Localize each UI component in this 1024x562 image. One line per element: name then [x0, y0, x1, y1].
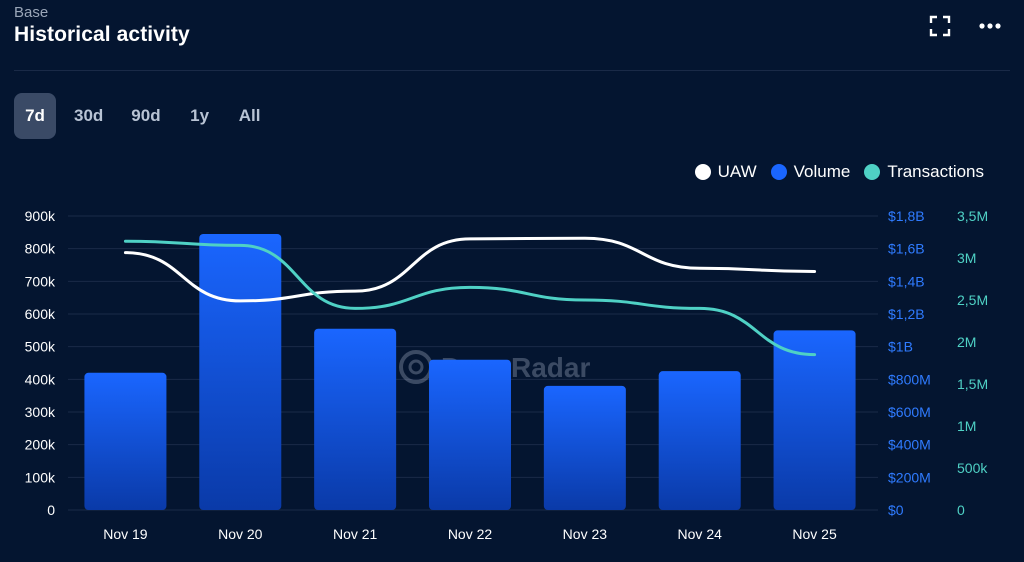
volume-bar[interactable]: [543, 385, 626, 510]
expand-icon[interactable]: [928, 14, 952, 38]
transactions-axis-tick: 1M: [957, 418, 976, 434]
transactions-axis-tick: 500k: [957, 460, 988, 476]
transactions-axis-tick: 1,5M: [957, 376, 988, 392]
volume-bar[interactable]: [199, 233, 282, 510]
volume-bar[interactable]: [429, 359, 511, 510]
transactions-line[interactable]: [123, 239, 817, 357]
volume-axis-tick: $400M: [888, 437, 931, 453]
transactions-axis-tick: 3,5M: [957, 208, 988, 224]
tab-all[interactable]: All: [238, 106, 261, 125]
left-axis-tick: 200k: [25, 437, 56, 453]
left-axis-tick: 100k: [25, 469, 56, 485]
time-range-tabs: 7d 30d 90d 1y All: [14, 93, 271, 139]
legend-dot-uaw: [694, 164, 711, 180]
transactions-axis-tick: 0: [957, 502, 965, 518]
chart-title: Historical activity: [14, 23, 190, 46]
volume-axis-tick: $1,2B: [888, 306, 925, 322]
header-divider: [14, 70, 1010, 71]
transactions-axis-tick: 2,5M: [957, 292, 988, 308]
left-axis-tick: 900k: [25, 208, 56, 224]
left-axis-tick: 700k: [25, 273, 56, 289]
volume-axis-tick: $600M: [888, 404, 931, 420]
tab-30d[interactable]: 30d: [74, 106, 104, 125]
volume-bar[interactable]: [773, 330, 856, 510]
axes: 0 100k 200k 300k 400k 500k 600k 700k 800k 900k $0 $…: [25, 208, 989, 542]
legend-item-transactions[interactable]: Transactions: [864, 162, 984, 182]
volume-bar[interactable]: [658, 371, 741, 510]
legend-label-transactions: Transactions: [887, 162, 984, 181]
volume-axis-tick: $1,8B: [888, 208, 925, 224]
chart-toolbar: [928, 14, 1002, 38]
volume-axis-tick: $1,4B: [888, 273, 925, 289]
x-axis-tick: Nov 25: [792, 526, 837, 542]
left-axis-tick: 0: [47, 502, 55, 518]
more-horizontal-icon[interactable]: [978, 14, 1002, 38]
left-axis-tick: 500k: [25, 339, 56, 355]
volume-axis-tick: $800M: [888, 371, 931, 387]
volume-axis-tick: $1,6B: [888, 241, 925, 257]
left-axis-tick: 400k: [25, 371, 56, 387]
left-axis-tick: 300k: [25, 404, 56, 420]
transactions-axis-tick: 3M: [957, 250, 976, 266]
tab-1y[interactable]: 1y: [190, 106, 210, 125]
legend-item-volume[interactable]: Volume: [770, 162, 851, 182]
x-axis-tick: Nov 22: [448, 526, 493, 542]
chain-subtitle: Base: [14, 4, 49, 21]
x-axis-tick: Nov 20: [218, 526, 263, 542]
x-axis-tick: Nov 21: [333, 526, 378, 542]
chart-header: Base Historical activity: [14, 4, 190, 48]
tab-7d[interactable]: 7d: [14, 93, 56, 139]
line-series: [123, 236, 817, 357]
x-axis-tick: Nov 23: [563, 526, 608, 542]
volume-axis-tick: $200M: [888, 469, 931, 485]
volume-axis-tick: $0: [888, 502, 904, 518]
uaw-line[interactable]: [123, 236, 817, 303]
volume-bar[interactable]: [84, 372, 167, 510]
chart-legend: UAW Volume Transactions: [694, 162, 984, 182]
transactions-axis-tick: 2M: [957, 334, 976, 350]
volume-bars: [84, 233, 856, 510]
tab-90d[interactable]: 90d: [131, 106, 161, 125]
legend-label-uaw: UAW: [717, 162, 757, 181]
legend-item-uaw[interactable]: UAW: [694, 162, 757, 182]
x-axis-tick: Nov 19: [103, 526, 148, 542]
left-axis-tick: 800k: [25, 241, 56, 257]
left-axis-tick: 600k: [25, 306, 56, 322]
legend-dot-volume: [770, 164, 787, 180]
volume-axis-tick: $1B: [888, 339, 913, 355]
legend-label-volume: Volume: [793, 162, 851, 181]
legend-dot-transactions: [864, 164, 881, 180]
x-axis-tick: Nov 24: [678, 526, 723, 542]
volume-bar[interactable]: [314, 328, 397, 510]
